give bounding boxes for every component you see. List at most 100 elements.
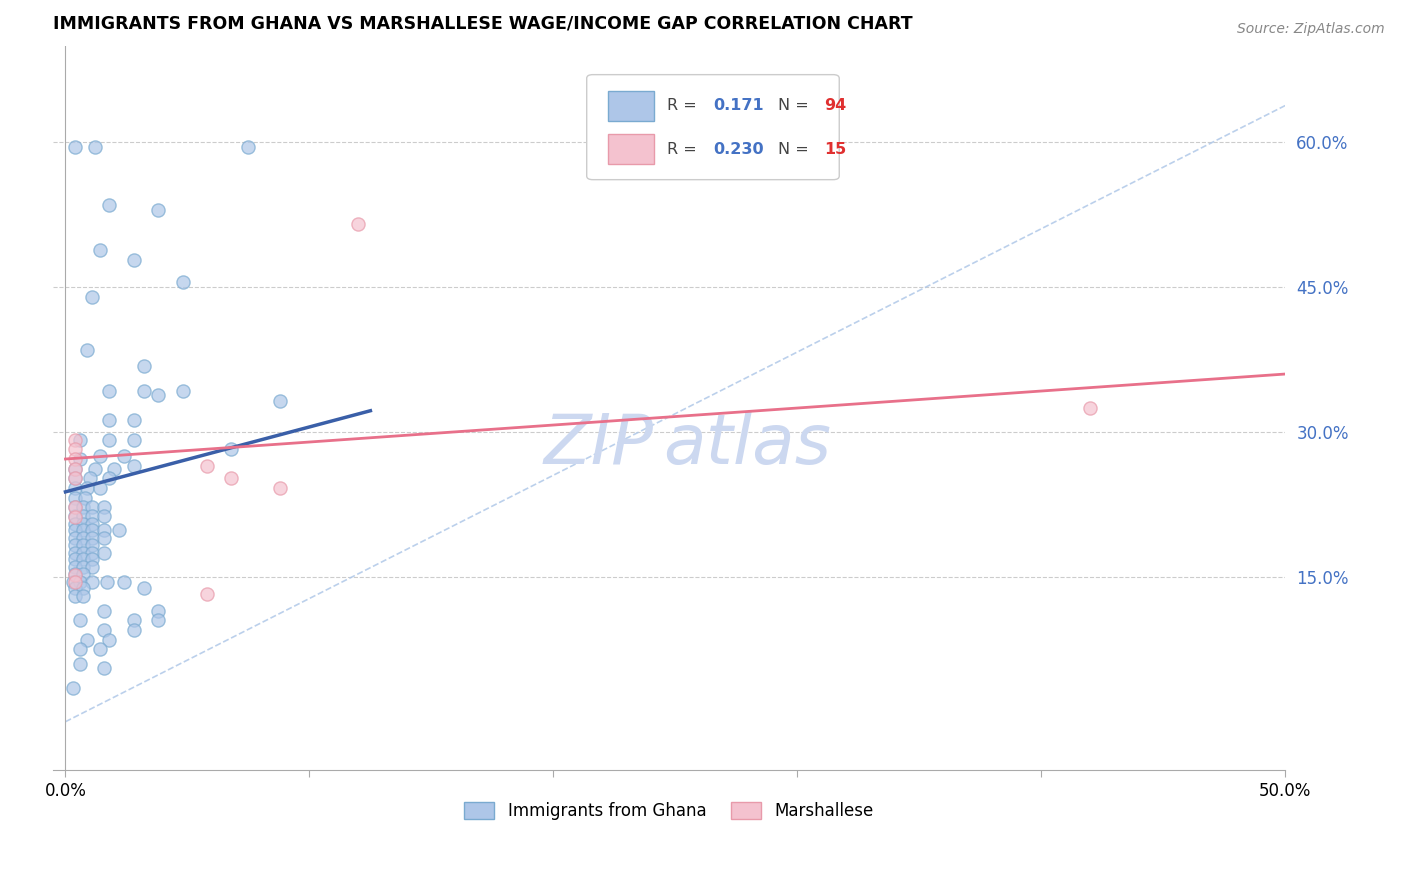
- Point: [98, 433, 121, 447]
- Point: [146, 613, 169, 627]
- Point: [82, 560, 104, 574]
- Point: [172, 275, 194, 289]
- Text: Source: ZipAtlas.com: Source: ZipAtlas.com: [1237, 22, 1385, 37]
- Point: [69, 433, 91, 447]
- Text: N =: N =: [778, 98, 814, 113]
- Point: [122, 433, 145, 447]
- Point: [65, 140, 87, 154]
- Point: [82, 508, 104, 523]
- Point: [72, 516, 94, 531]
- Point: [65, 442, 87, 457]
- Point: [72, 546, 94, 560]
- Point: [72, 552, 94, 566]
- Text: 0.230: 0.230: [714, 142, 765, 157]
- Point: [146, 202, 169, 217]
- Point: [62, 681, 84, 695]
- Point: [69, 657, 91, 671]
- Point: [195, 587, 218, 601]
- Text: N =: N =: [778, 142, 814, 157]
- Legend: Immigrants from Ghana, Marshallese: Immigrants from Ghana, Marshallese: [458, 796, 880, 827]
- Point: [347, 217, 370, 231]
- Point: [72, 582, 94, 596]
- Point: [93, 623, 115, 637]
- Point: [89, 481, 111, 495]
- Point: [93, 524, 115, 538]
- Point: [65, 560, 87, 574]
- Point: [72, 566, 94, 581]
- Point: [65, 589, 87, 603]
- Point: [82, 524, 104, 538]
- Point: [65, 574, 87, 589]
- Point: [82, 546, 104, 560]
- Point: [65, 471, 87, 485]
- Point: [93, 660, 115, 674]
- Point: [65, 531, 87, 545]
- Point: [122, 253, 145, 268]
- Point: [79, 471, 101, 485]
- Point: [122, 413, 145, 427]
- Point: [98, 384, 121, 399]
- Point: [108, 524, 131, 538]
- Point: [65, 524, 87, 538]
- Point: [69, 613, 91, 627]
- Point: [62, 574, 84, 589]
- Point: [76, 343, 98, 357]
- Point: [82, 500, 104, 515]
- Point: [76, 632, 98, 647]
- Point: [65, 500, 87, 515]
- Point: [65, 508, 87, 523]
- FancyBboxPatch shape: [607, 91, 654, 121]
- Point: [72, 538, 94, 552]
- Text: 15: 15: [824, 142, 846, 157]
- Point: [98, 632, 121, 647]
- Point: [82, 574, 104, 589]
- Point: [65, 552, 87, 566]
- Point: [82, 552, 104, 566]
- Point: [83, 140, 105, 154]
- Point: [122, 623, 145, 637]
- Point: [65, 566, 87, 581]
- Point: [72, 524, 94, 538]
- Point: [65, 582, 87, 596]
- Point: [65, 433, 87, 447]
- Text: atlas: atlas: [664, 410, 831, 477]
- Point: [112, 574, 135, 589]
- Point: [72, 508, 94, 523]
- Point: [83, 461, 105, 475]
- Point: [65, 500, 87, 515]
- Point: [132, 384, 155, 399]
- Point: [269, 394, 291, 409]
- Point: [82, 516, 104, 531]
- Point: [132, 582, 155, 596]
- Point: [238, 140, 260, 154]
- Point: [89, 449, 111, 463]
- Point: [65, 461, 87, 475]
- Point: [82, 538, 104, 552]
- Point: [89, 244, 111, 258]
- Point: [98, 413, 121, 427]
- Point: [221, 471, 243, 485]
- Point: [69, 642, 91, 657]
- Text: R =: R =: [666, 142, 702, 157]
- Point: [93, 604, 115, 618]
- Point: [65, 481, 87, 495]
- Point: [65, 546, 87, 560]
- Point: [65, 568, 87, 582]
- Point: [98, 198, 121, 212]
- Text: ZIP: ZIP: [543, 410, 654, 477]
- Point: [98, 471, 121, 485]
- Point: [65, 491, 87, 505]
- Point: [269, 481, 291, 495]
- Point: [146, 604, 169, 618]
- Text: 94: 94: [824, 98, 846, 113]
- Point: [82, 531, 104, 545]
- Point: [112, 449, 135, 463]
- Point: [93, 546, 115, 560]
- Point: [72, 589, 94, 603]
- Point: [65, 461, 87, 475]
- Point: [122, 458, 145, 473]
- Point: [221, 442, 243, 457]
- Point: [72, 500, 94, 515]
- Text: 0.171: 0.171: [714, 98, 765, 113]
- Point: [76, 481, 98, 495]
